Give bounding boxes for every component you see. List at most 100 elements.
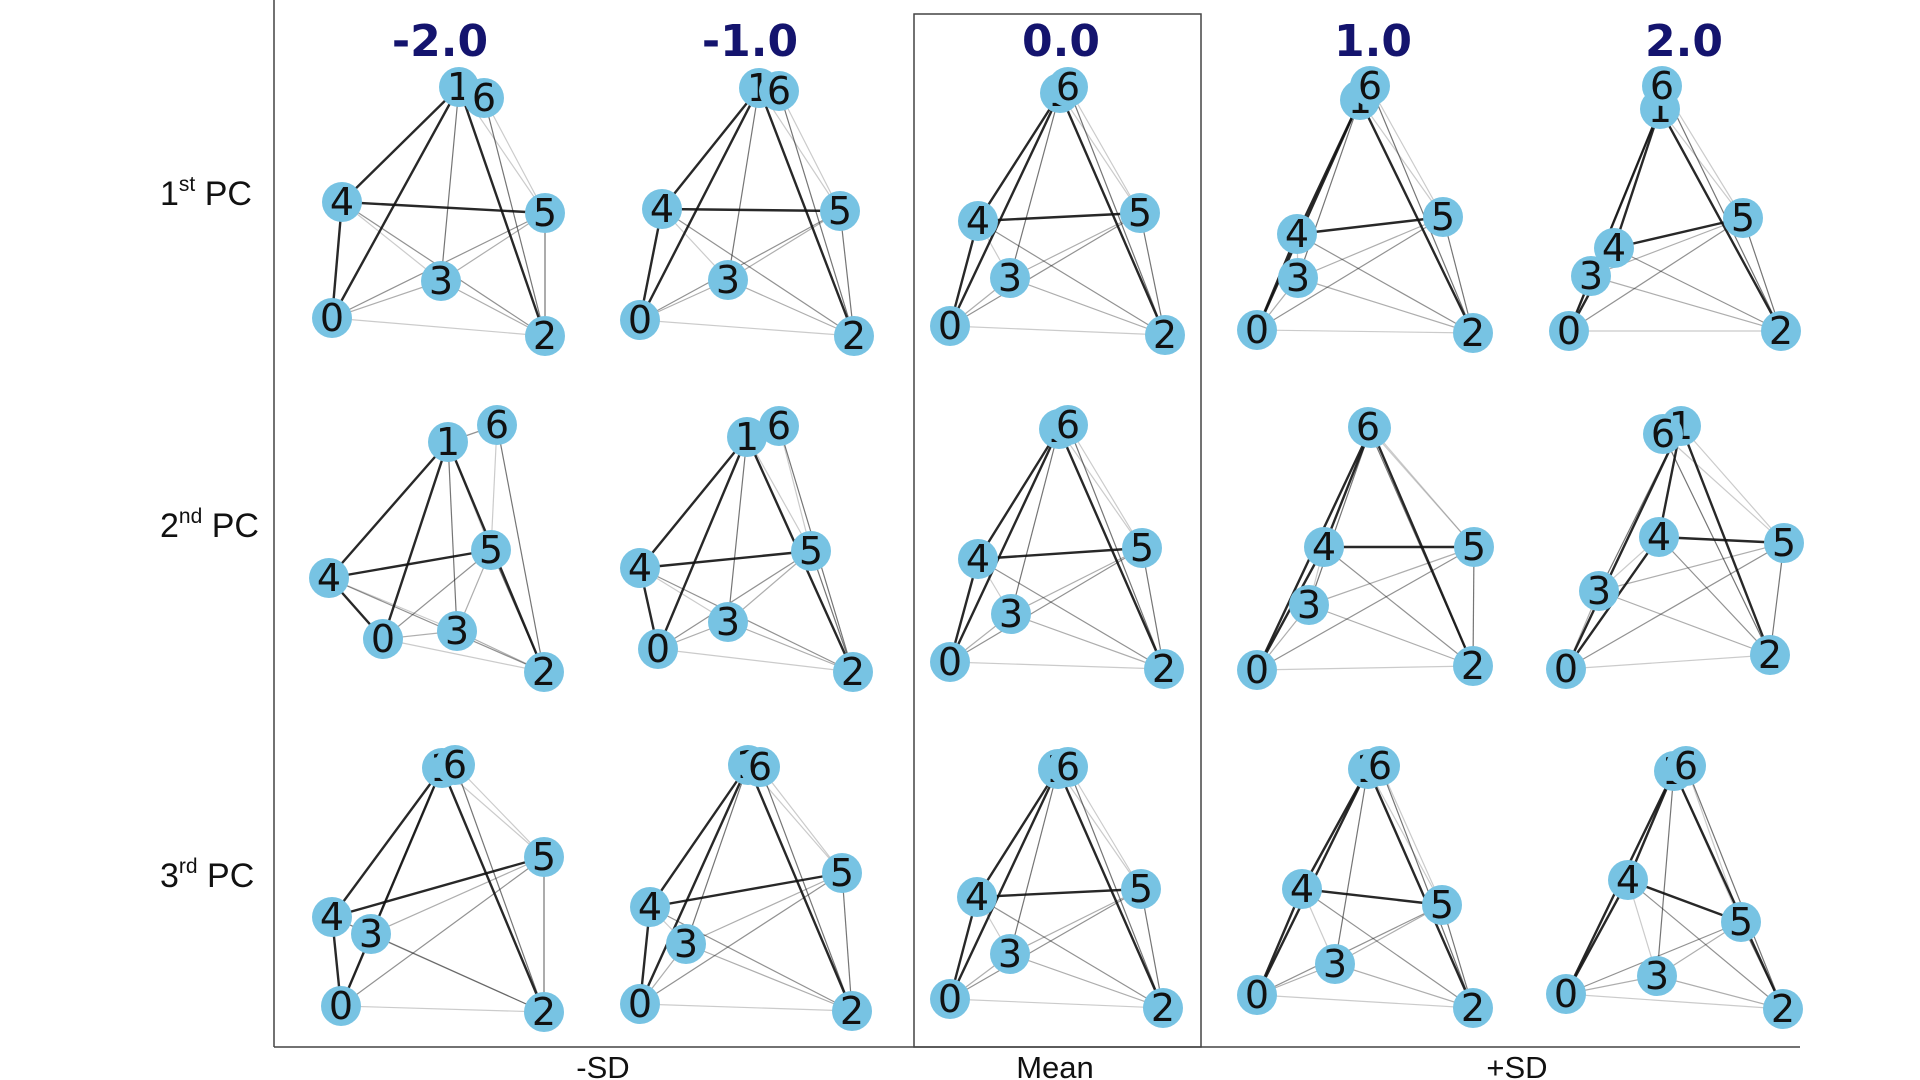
network-edge [759,766,853,1012]
node-label: 4 [1290,867,1314,911]
node-circle [958,201,998,241]
network-edge [1369,85,1444,218]
network-edge [1662,433,1771,656]
network-edge [727,621,854,673]
network-edge [661,207,841,213]
network-edge [948,428,1061,663]
node-label: 4 [966,537,990,581]
node-circle [477,405,517,445]
network-edge [328,577,545,673]
network-edge [1139,212,1166,336]
network-node: 3 [666,922,706,966]
network-edge [331,317,546,337]
network-edge [328,577,458,632]
network-edge [454,764,545,1013]
network-edge [949,998,1164,1009]
network-node: 2 [1145,313,1185,357]
node-label: 4 [330,180,354,224]
network-edge [340,856,545,1007]
node-label: 3 [359,912,383,956]
node-circle [990,258,1030,298]
network-edge [1308,604,1474,667]
network-edge [656,436,749,650]
network-edge [778,425,812,552]
network-edge [1564,879,1630,995]
node-circle [1122,528,1162,568]
node-label: 2 [1152,647,1176,691]
network-graphs: 0123456012345601234560123456012345601234… [309,64,1804,1034]
node-label: 0 [1245,308,1269,352]
network-edge [1296,215,1444,236]
node-label: 6 [1356,405,1380,449]
network-edge [1565,542,1785,670]
network-node: 0 [1237,648,1277,692]
network-node: 5 [1120,191,1160,235]
node-label: 5 [1772,521,1796,565]
network-node: 5 [1122,526,1162,570]
node-label: 6 [443,743,467,787]
network-edge [685,764,749,945]
node-label: 4 [1312,525,1336,569]
axes-frame [273,0,1800,1048]
node-circle [1048,67,1088,107]
network-edge [778,90,855,337]
network-edge [1297,277,1474,334]
node-circle [471,530,511,570]
network-node: 2 [525,314,565,358]
network-node: 4 [620,546,660,590]
network-node: 4 [309,556,349,600]
node-circle [309,558,349,598]
network-edge [1256,546,1475,671]
network-edge [810,550,854,673]
node-circle [1282,869,1322,909]
node-label: 6 [485,403,509,447]
node-label: 2 [1769,309,1793,353]
network-node: 2 [1453,644,1493,688]
network-node: 6 [1642,64,1682,108]
node-label: 0 [1554,647,1578,691]
network-edge [949,661,1165,670]
node-circle [312,298,352,338]
node-circle [363,619,403,659]
node-circle [421,261,461,301]
network-edge [1300,768,1370,890]
network-node: 2 [1763,987,1803,1031]
network-edge [638,87,761,321]
network-edge [1367,768,1443,906]
network-node: 6 [1666,744,1706,788]
network-node: 4 [1608,858,1648,902]
node-label: 0 [1557,309,1581,353]
network-edge [1568,217,1744,332]
node-circle [1639,517,1679,557]
network-edge [778,90,841,212]
network-edge [1301,888,1474,1009]
node-label: 3 [999,592,1023,636]
network-node: 5 [820,189,860,233]
network-edge [370,933,545,1013]
network-node: 3 [990,932,1030,976]
node-circle [620,984,660,1024]
network-edge [657,550,812,650]
network-edge [1067,86,1141,214]
node-label: 6 [767,69,791,113]
network-node: 0 [1237,973,1277,1017]
node-label: 3 [1297,583,1321,627]
network-edge [977,220,1166,336]
network-edge [976,896,1164,1009]
network-node: 1 [727,415,767,459]
node-label: 0 [628,982,652,1026]
network-edge [746,436,812,552]
column-header: 1.0 [1334,16,1412,67]
node-circle [1637,956,1677,996]
network-edge [949,547,1143,663]
network-edge [1067,86,1166,336]
node-label: 5 [1731,196,1755,240]
column-header: 0.0 [1022,16,1100,67]
network-edge [1358,99,1475,334]
node-circle [791,531,831,571]
